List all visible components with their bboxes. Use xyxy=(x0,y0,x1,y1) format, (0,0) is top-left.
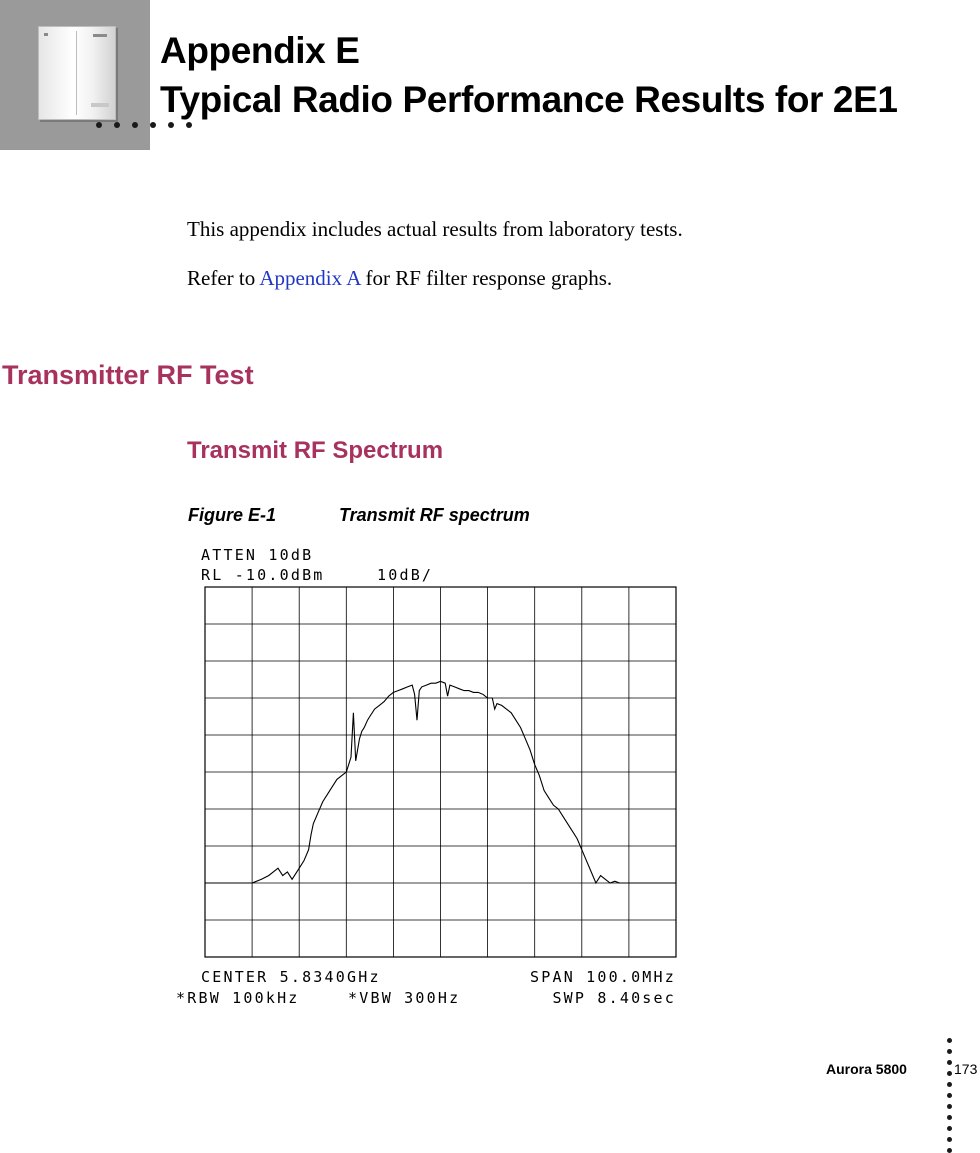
scale-label: 10dB/ xyxy=(377,566,433,584)
appendix-title: Appendix E xyxy=(160,30,360,71)
sweep-label: SWP 8.40sec xyxy=(552,989,676,1007)
atten-label: ATTEN 10dB xyxy=(201,546,313,564)
decorative-dots xyxy=(96,122,192,128)
footer-product-name: Aurora 5800 xyxy=(826,1061,907,1077)
spectrum-svg: ATTEN 10dB RL -10.0dBm 10dB/ CENTER 5.83… xyxy=(176,546,677,1007)
span-label: SPAN 100.0MHz xyxy=(530,968,676,986)
chart-grid xyxy=(204,586,677,958)
subsection-heading: Transmit RF Spectrum xyxy=(187,437,444,464)
appendix-subtitle: Typical Radio Performance Results for 2E… xyxy=(160,79,898,120)
reference-prefix: Refer to xyxy=(187,266,260,290)
figure-caption: Transmit RF spectrum xyxy=(339,505,530,525)
vbw-label: *VBW 300Hz xyxy=(348,989,460,1007)
footer-dots xyxy=(947,1038,952,1153)
rbw-label: *RBW 100kHz xyxy=(176,989,300,1007)
intro-paragraph: This appendix includes actual results fr… xyxy=(187,217,683,241)
page-number: 173 xyxy=(954,1061,978,1077)
section-heading: Transmitter RF Test xyxy=(2,360,254,390)
spectrum-trace xyxy=(205,680,676,885)
spectrum-chart: ATTEN 10dB RL -10.0dBm 10dB/ CENTER 5.83… xyxy=(170,538,685,1013)
figure-number: Figure E-1 xyxy=(188,505,277,525)
reference-suffix: for RF filter response graphs. xyxy=(360,266,613,290)
chapter-thumbnail xyxy=(0,0,150,150)
ref-level-label: RL -10.0dBm xyxy=(201,566,325,584)
appendix-a-link[interactable]: Appendix A xyxy=(259,266,361,290)
reference-paragraph: Refer to Appendix A for RF filter respon… xyxy=(187,266,612,291)
center-freq-label: CENTER 5.8340GHz xyxy=(201,968,381,986)
radio-unit-image xyxy=(38,26,116,120)
